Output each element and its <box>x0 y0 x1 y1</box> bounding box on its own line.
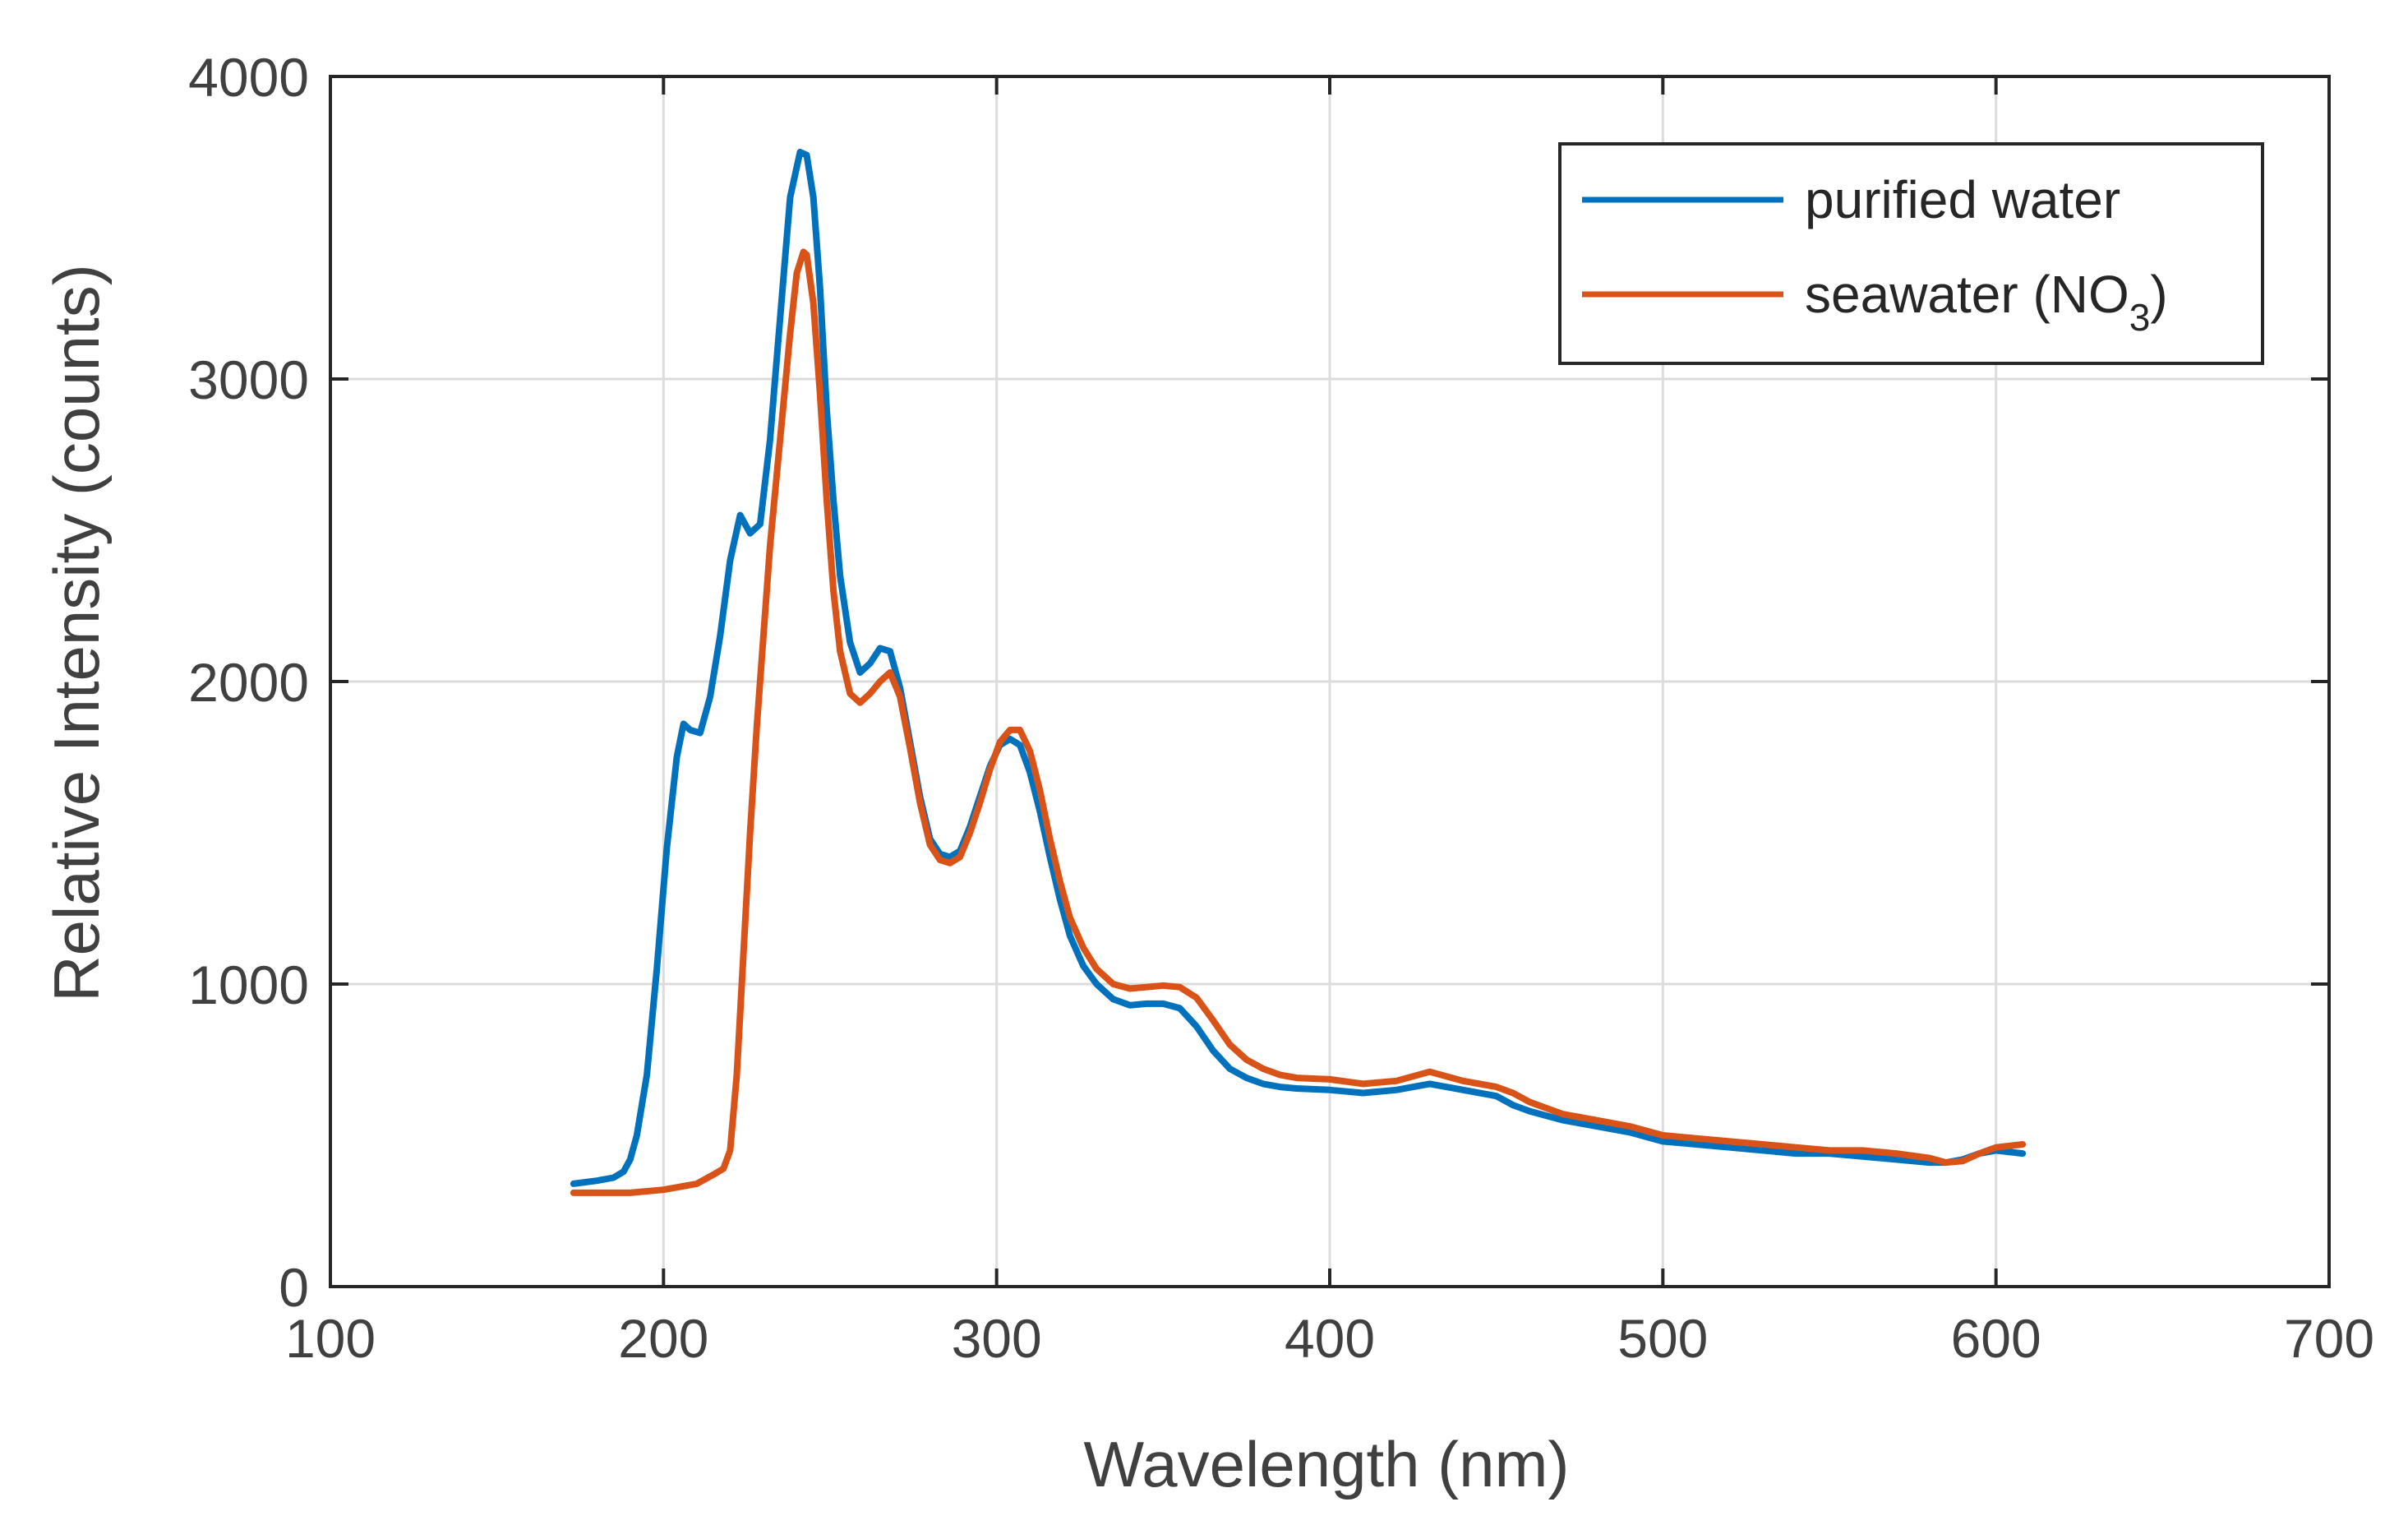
x-tick-label: 400 <box>1285 1308 1375 1369</box>
x-tick-label: 100 <box>285 1308 376 1369</box>
legend-label-seawater: seawater (NO3) <box>1805 265 2168 339</box>
legend-subscript: 3 <box>2129 296 2151 339</box>
legend-suffix: ) <box>2150 265 2167 324</box>
x-tick-label: 200 <box>618 1308 708 1369</box>
legend: purified water seawater (NO3) <box>1558 142 2264 365</box>
x-tick-label: 500 <box>1617 1308 1708 1369</box>
y-axis-title: Relative Intensity (counts) <box>40 264 113 1001</box>
tick-labels: 100 200 300 400 500 600 700 0 1000 2000 3000 4000 <box>188 47 2374 1369</box>
y-tick-label: 1000 <box>188 954 309 1015</box>
plot-lines <box>570 149 2027 1196</box>
series-line-purified-water <box>570 149 2027 1187</box>
x-tick-label: 300 <box>952 1308 1042 1369</box>
legend-box <box>1558 142 2264 365</box>
x-tick-label: 600 <box>1951 1308 2041 1369</box>
y-tick-label: 4000 <box>188 47 309 108</box>
axis-ticks <box>329 75 2331 1288</box>
y-tick-label: 2000 <box>188 652 309 713</box>
x-axis-title: Wavelength (nm) <box>1084 1428 1570 1500</box>
y-tick-label: 3000 <box>188 349 309 410</box>
series-line-seawater-no3 <box>570 248 2027 1196</box>
x-tick-label: 700 <box>2284 1308 2374 1369</box>
y-tick-label: 0 <box>279 1257 309 1318</box>
legend-label-purified-water: purified water <box>1805 170 2120 229</box>
